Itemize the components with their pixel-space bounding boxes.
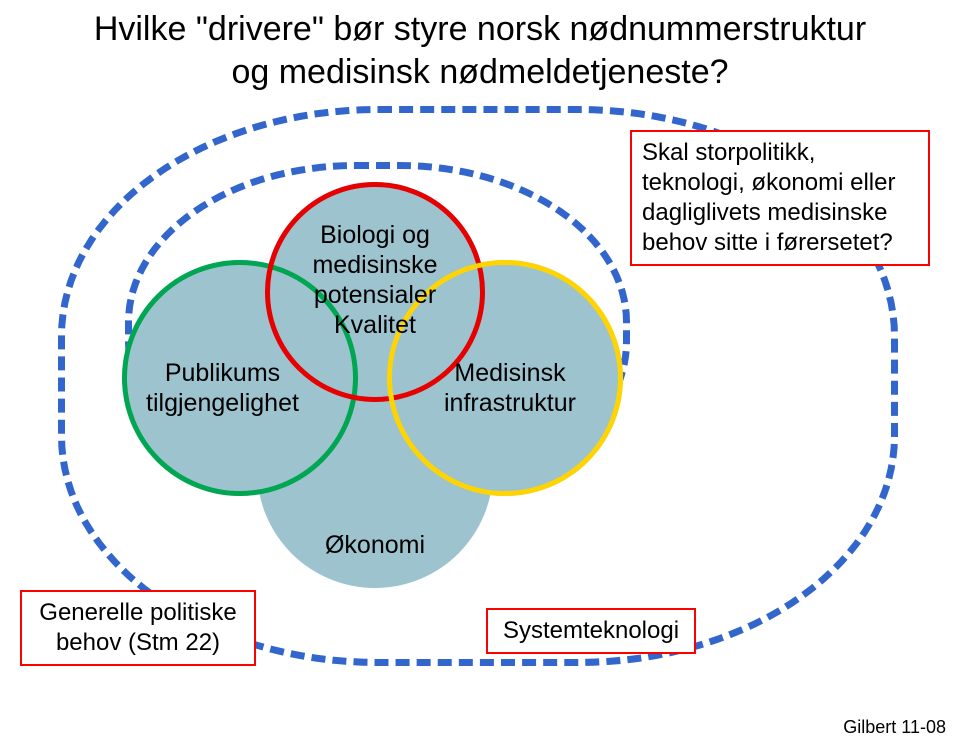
label-biologi-l3: potensialer <box>314 281 436 309</box>
callout-tr-l3: dagliglivets medisinske <box>642 199 887 226</box>
label-publikums-l1: Publikums <box>165 359 280 387</box>
label-biologi: Biologi og medisinske potensialer Kvalit… <box>285 220 465 340</box>
label-okonomi: Økonomi <box>305 530 445 560</box>
label-okonomi-l1: Økonomi <box>325 531 425 559</box>
title-line-1: Hvilke "drivere" bør styre norsk nødnumm… <box>0 8 960 51</box>
callout-bl-l1: Generelle politiske <box>39 599 236 626</box>
callout-top-right: Skal storpolitikk, teknologi, økonomi el… <box>630 130 930 266</box>
label-publikums-l2: tilgjengelighet <box>146 389 299 417</box>
label-biologi-l2: medisinske <box>312 251 437 279</box>
label-biologi-l4: Kvalitet <box>334 311 416 339</box>
callout-tr-l1: Skal storpolitikk, <box>642 139 815 166</box>
label-medinfra-l2: infrastruktur <box>444 389 576 417</box>
label-medinfra: Medisinsk infrastruktur <box>420 358 600 418</box>
title-line-2: og medisinsk nødmeldetjeneste? <box>0 51 960 94</box>
label-medinfra-l1: Medisinsk <box>454 359 565 387</box>
page-title: Hvilke "drivere" bør styre norsk nødnumm… <box>0 8 960 93</box>
callout-br-l1: Systemteknologi <box>503 617 679 644</box>
callout-bottom-right: Systemteknologi <box>486 608 696 654</box>
label-publikums: Publikums tilgjengelighet <box>135 358 310 418</box>
callout-bl-l2: behov (Stm 22) <box>56 629 220 656</box>
label-biologi-l1: Biologi og <box>320 221 430 249</box>
callout-tr-l2: teknologi, økonomi eller <box>642 169 895 196</box>
callout-bottom-left: Generelle politiske behov (Stm 22) <box>20 590 256 666</box>
stage: Hvilke "drivere" bør styre norsk nødnumm… <box>0 0 960 746</box>
footer-credit: Gilbert 11-08 <box>843 717 946 738</box>
callout-tr-l4: behov sitte i førersetet? <box>642 229 893 256</box>
